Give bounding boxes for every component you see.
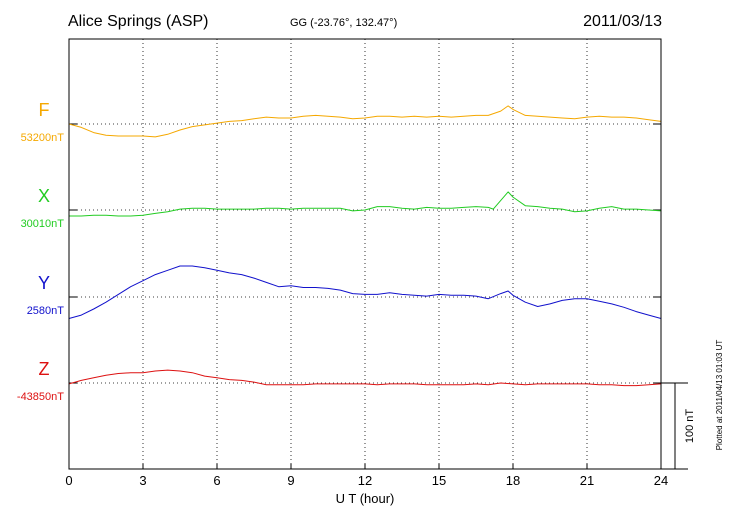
series-name-f: F [39, 100, 50, 120]
x-tick-label-8: 24 [654, 473, 668, 488]
x-tick-label-6: 18 [506, 473, 520, 488]
series-baseline-label-z: -43850nT [17, 391, 64, 403]
station-title: Alice Springs (ASP) [68, 13, 209, 30]
x-axis-ticks: 0 3 6 9 12 15 18 21 24 [65, 464, 668, 488]
x-tick-label-5: 15 [432, 473, 446, 488]
x-tick-label-0: 0 [65, 473, 72, 488]
plot-frame [68, 38, 662, 470]
x-tick-label-1: 3 [139, 473, 146, 488]
series-baseline-label-f: 53200nT [21, 132, 65, 144]
series-baseline-label-x: 30010nT [21, 218, 65, 230]
series-name-y: Y [38, 273, 50, 293]
date-label: 2011/03/13 [583, 13, 662, 30]
grid [142, 39, 588, 469]
series-name-z: Z [39, 359, 50, 379]
series-baseline-label-y: 2580nT [27, 305, 65, 317]
series-name-x: X [38, 186, 50, 206]
series-line-f [68, 105, 662, 138]
series-line-y [68, 265, 662, 319]
series-line-z [68, 369, 662, 387]
x-axis-label: U T (hour) [336, 491, 395, 506]
x-tick-label-2: 6 [213, 473, 220, 488]
series-lines [68, 105, 662, 387]
series-labels: F 53200nT X 30010nT Y 2580nT Z -43850nT [17, 100, 64, 403]
x-tick-label-4: 12 [358, 473, 372, 488]
plotted-timestamp: Plotted at 2011/04/13 01:03 UT [715, 340, 724, 451]
x-tick-label-7: 21 [580, 473, 594, 488]
scale-bar-label: 100 nT [684, 409, 696, 444]
series-line-x [69, 191, 662, 217]
x-tick-label-3: 9 [287, 473, 294, 488]
baselines [69, 123, 661, 384]
coordinates-label: GG (-23.76°, 132.47°) [290, 17, 397, 29]
scale-bar: 100 nT [661, 382, 696, 470]
